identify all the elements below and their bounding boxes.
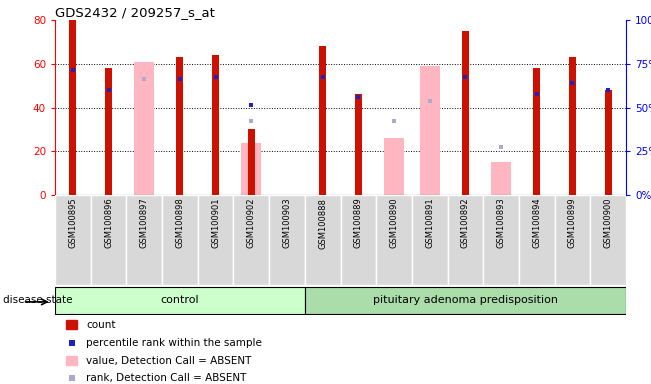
Text: control: control <box>161 295 199 305</box>
FancyBboxPatch shape <box>590 195 626 285</box>
FancyBboxPatch shape <box>483 195 519 285</box>
Text: GSM100902: GSM100902 <box>247 198 256 248</box>
Bar <box>605 90 612 195</box>
Bar <box>420 66 439 195</box>
FancyBboxPatch shape <box>305 286 626 313</box>
Text: GSM100891: GSM100891 <box>425 198 434 248</box>
Text: GSM100896: GSM100896 <box>104 198 113 248</box>
FancyBboxPatch shape <box>269 195 305 285</box>
Bar <box>492 162 511 195</box>
FancyBboxPatch shape <box>198 195 234 285</box>
Text: value, Detection Call = ABSENT: value, Detection Call = ABSENT <box>87 356 252 366</box>
Text: GSM100893: GSM100893 <box>497 198 506 248</box>
Bar <box>533 68 540 195</box>
FancyBboxPatch shape <box>126 195 162 285</box>
Text: GSM100895: GSM100895 <box>68 198 77 248</box>
Bar <box>462 31 469 195</box>
FancyBboxPatch shape <box>55 286 305 313</box>
Text: percentile rank within the sample: percentile rank within the sample <box>87 338 262 348</box>
FancyBboxPatch shape <box>55 195 90 285</box>
Bar <box>569 57 576 195</box>
Text: GSM100901: GSM100901 <box>211 198 220 248</box>
Bar <box>66 356 77 365</box>
Text: GSM100892: GSM100892 <box>461 198 470 248</box>
Text: pituitary adenoma predisposition: pituitary adenoma predisposition <box>373 295 558 305</box>
Bar <box>384 138 404 195</box>
Text: GSM100898: GSM100898 <box>175 198 184 248</box>
FancyBboxPatch shape <box>519 195 555 285</box>
Text: disease state: disease state <box>3 295 73 305</box>
FancyBboxPatch shape <box>376 195 412 285</box>
Bar <box>69 20 76 195</box>
Bar <box>212 55 219 195</box>
Bar <box>134 61 154 195</box>
Text: GSM100889: GSM100889 <box>354 198 363 248</box>
FancyBboxPatch shape <box>90 195 126 285</box>
Bar <box>319 46 326 195</box>
Bar <box>248 129 255 195</box>
Text: GDS2432 / 209257_s_at: GDS2432 / 209257_s_at <box>55 6 215 19</box>
Text: GSM100894: GSM100894 <box>533 198 541 248</box>
Text: GSM100903: GSM100903 <box>283 198 292 248</box>
Bar <box>105 68 112 195</box>
Text: count: count <box>87 319 116 329</box>
FancyBboxPatch shape <box>340 195 376 285</box>
FancyBboxPatch shape <box>448 195 483 285</box>
FancyBboxPatch shape <box>162 195 198 285</box>
Bar <box>355 94 362 195</box>
Text: rank, Detection Call = ABSENT: rank, Detection Call = ABSENT <box>87 374 247 384</box>
Text: GSM100897: GSM100897 <box>140 198 148 248</box>
Text: GSM100888: GSM100888 <box>318 198 327 248</box>
Text: GSM100899: GSM100899 <box>568 198 577 248</box>
FancyBboxPatch shape <box>234 195 269 285</box>
Bar <box>66 320 77 329</box>
FancyBboxPatch shape <box>412 195 448 285</box>
Text: GSM100890: GSM100890 <box>389 198 398 248</box>
Bar <box>176 57 184 195</box>
Bar <box>242 142 261 195</box>
FancyBboxPatch shape <box>555 195 590 285</box>
Text: GSM100900: GSM100900 <box>603 198 613 248</box>
FancyBboxPatch shape <box>305 195 340 285</box>
